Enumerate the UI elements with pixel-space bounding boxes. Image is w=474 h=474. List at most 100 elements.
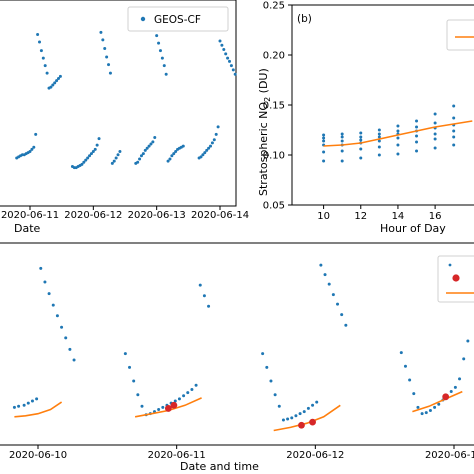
panel-b-data-point xyxy=(340,149,344,153)
panel-c-observation-point xyxy=(442,393,450,401)
panel-c-data-point xyxy=(458,377,462,381)
panel-c-data-point xyxy=(424,411,428,415)
panel-b-data-point xyxy=(415,140,419,144)
panel-b-data-point xyxy=(322,133,326,137)
panel-c-data-point xyxy=(462,357,466,361)
panel-c-data-point xyxy=(453,385,457,389)
panel-c-legend-dot-marker xyxy=(448,263,452,267)
panel-b-data-point xyxy=(415,125,419,129)
panel-a-data-point xyxy=(32,145,36,149)
panel-c-data-point xyxy=(403,364,407,368)
panel-a-data-point xyxy=(157,41,161,45)
panel-c-data-point xyxy=(261,352,265,356)
panel-a-data-point xyxy=(57,77,60,81)
panel-b-data-point xyxy=(322,136,326,140)
panel-c-data-point xyxy=(408,378,412,382)
panel-b-data-point xyxy=(340,139,344,143)
panel-a-data-point xyxy=(168,157,172,161)
panel-a-data-point xyxy=(201,153,205,157)
panel-a-data-point xyxy=(86,156,90,160)
panel-a-data-point xyxy=(107,63,111,67)
panel-c-data-point xyxy=(202,294,206,298)
panel-b-data-point xyxy=(433,146,437,150)
panel-c-fit-lines xyxy=(14,390,463,432)
panel-c-data-point xyxy=(306,406,310,410)
panel-a-data-point xyxy=(58,74,62,78)
panel-b-data-point xyxy=(322,159,326,163)
panel-a-data-point xyxy=(155,34,159,38)
panel-a-data-point xyxy=(226,56,230,60)
panel-b-y-axis-title-subscript: 2 xyxy=(263,97,272,102)
panel-a-data-point xyxy=(205,148,209,152)
panel-b-y-tick-label: 0.25 xyxy=(263,1,285,12)
panel-b-data-point xyxy=(359,147,363,151)
panel-a-data-point xyxy=(28,150,32,154)
panel-a-data-point xyxy=(199,155,203,159)
panel-a-data-point xyxy=(49,85,53,89)
panel-c-fit-segment xyxy=(273,404,341,432)
panel-a-data-point xyxy=(174,150,178,154)
panel-c-data-point xyxy=(140,404,144,408)
panel-c-data-point xyxy=(412,392,416,396)
panel-c-data-point xyxy=(269,379,273,383)
panel-b-y-tick-label: 0.10 xyxy=(263,151,285,162)
panel-c-legend-big-marker xyxy=(452,274,460,282)
panel-a-points xyxy=(15,30,237,170)
panel-c-data-point xyxy=(26,401,30,405)
panel-a-data-point xyxy=(97,137,101,141)
panel-c-data-point xyxy=(68,347,72,351)
panel-a-data-point xyxy=(84,158,88,162)
panel-b-data-point xyxy=(359,131,363,135)
panel-c-data-point xyxy=(281,418,285,422)
panel-a-legend-label: GEOS-CF xyxy=(154,14,201,26)
panel-b-data-point xyxy=(452,143,456,147)
panel-a-data-point xyxy=(34,132,38,136)
panel-c-x-tick-label: 2020-06-13 xyxy=(425,450,474,461)
panel-b-y-ticks: 0.05 0.10 0.15 0.20 0.25 xyxy=(263,1,292,212)
panel-a-data-point xyxy=(212,138,216,142)
panel-a-x-axis-title: Date xyxy=(14,222,41,235)
panel-b-data-point xyxy=(396,136,400,140)
panel-c-data-point xyxy=(177,397,181,401)
panel-a-data-point xyxy=(105,55,109,59)
panel-a-data-point xyxy=(95,143,99,147)
panel-a-legend-marker xyxy=(140,16,146,22)
panel-a-data-point xyxy=(214,132,218,136)
panel-c-data-point xyxy=(327,282,331,286)
panel-a-data-point xyxy=(153,136,157,140)
panel-b-y-axis-title-main: Stratospheric NO xyxy=(257,102,270,196)
panel-a-data-point xyxy=(99,30,103,34)
panel-c-data-point xyxy=(449,390,453,394)
panel-b-x-tick-label: 14 xyxy=(392,211,405,222)
panel-c-legend xyxy=(437,255,474,303)
panel-c-data-point xyxy=(315,400,319,404)
panel-a-data-point xyxy=(218,39,222,43)
panel-c-x-ticks: 2020-06-10 2020-06-11 2020-06-12 2020-06-13 xyxy=(9,445,474,461)
panel-a-data-point xyxy=(118,150,122,154)
panel-c-data-point xyxy=(437,402,441,406)
panel-a-data-point xyxy=(91,150,95,154)
panel-a-data-point xyxy=(80,162,84,166)
panel-a-data-point xyxy=(151,140,155,144)
panel-a-data-point xyxy=(43,64,47,68)
panel-c-fit-segment xyxy=(412,390,463,413)
panel-a-data-point xyxy=(139,154,143,158)
panel-a-x-tick-label: 2020-06-11 xyxy=(1,210,59,221)
panel-c: 2020-06-10 2020-06-11 2020-06-12 2020-06-13… xyxy=(0,242,474,473)
panel-b-y-axis-title-unit: (DU) xyxy=(257,68,270,97)
panel-c-data-point xyxy=(17,404,21,408)
panel-c-data-point xyxy=(331,293,335,297)
panel-a-data-point xyxy=(53,81,57,85)
panel-a-data-point xyxy=(228,59,231,63)
panel-b-x-ticks: 10 12 14 16 xyxy=(317,205,441,222)
panel-b-data-point xyxy=(340,132,344,136)
panel-a-legend-box xyxy=(127,6,229,32)
panel-a-data-point xyxy=(89,152,93,156)
panel-c-data-point xyxy=(428,409,432,413)
panel-c-data-point xyxy=(161,405,165,409)
panel-a-data-point xyxy=(166,159,170,163)
panel-a-data-point xyxy=(162,64,166,68)
panel-b-data-point xyxy=(377,132,381,136)
panel-c-data-point xyxy=(198,283,202,287)
